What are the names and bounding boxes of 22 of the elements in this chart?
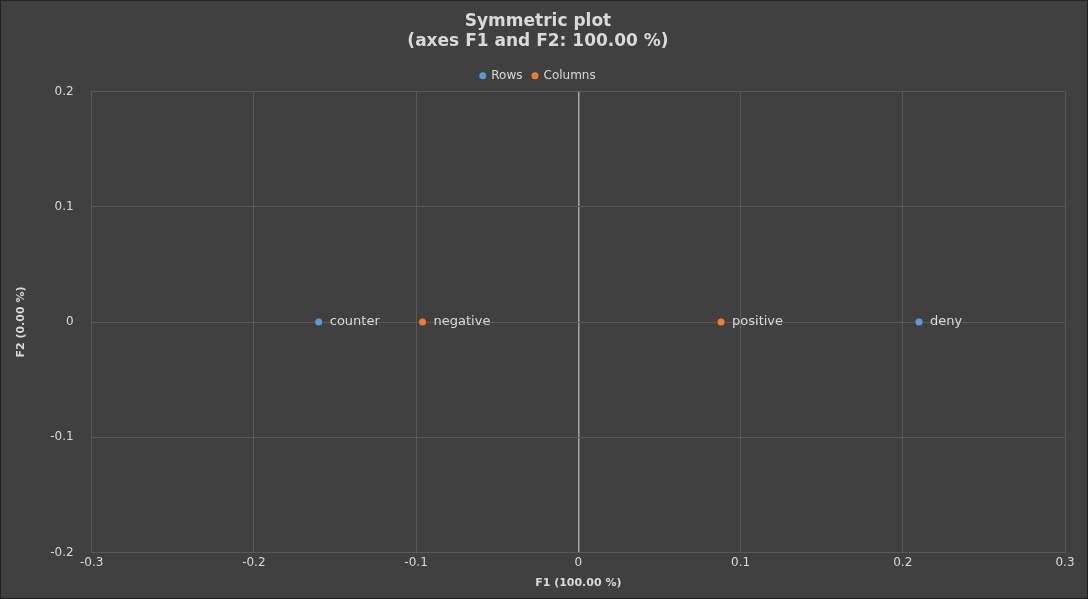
annotation: deny [929,313,963,329]
annotation: negative [433,313,491,329]
x-tick-label: 0.3 [1055,554,1075,569]
x-axis-title: F1 (100.00 %) [535,576,622,590]
y-tick-label: 0 [65,314,74,329]
chart-title: Symmetric plot [464,9,612,30]
chart-subtitle: (axes F1 and F2: 100.00 %) [407,30,669,51]
x-tick-label: 0.1 [730,554,751,569]
x-tick-label: -0.3 [79,554,104,569]
y-axis-title: F2 (0.00 %) [14,286,28,358]
x-tick-label: -0.1 [404,554,428,569]
y-tick-label: -0.1 [50,429,74,444]
x-tick-label: 0.2 [893,554,913,569]
x-tick-label: -0.2 [242,554,266,569]
annotation: counter [329,313,381,329]
y-tick-label: 0.2 [54,83,74,98]
y-tick-label: 0.1 [54,199,74,214]
y-tick-label: -0.2 [50,544,74,559]
legend-label: Columns [543,67,596,82]
legend-label: Rows [491,67,523,82]
annotation: positive [732,313,784,329]
x-tick-label: 0 [574,554,583,569]
